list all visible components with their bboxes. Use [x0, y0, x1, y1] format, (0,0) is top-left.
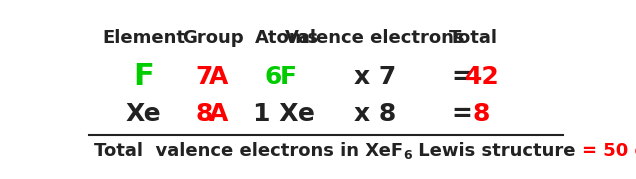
Text: Xe: Xe: [126, 102, 162, 126]
Text: Total  valence electrons in XeF: Total valence electrons in XeF: [94, 142, 403, 160]
Text: Total: Total: [449, 29, 499, 47]
Text: Group: Group: [182, 29, 244, 47]
Text: x 7: x 7: [354, 65, 396, 89]
Text: 6: 6: [403, 149, 412, 162]
Text: A: A: [209, 102, 229, 126]
Text: F: F: [133, 62, 154, 91]
Text: =: =: [451, 102, 472, 126]
Text: =: =: [451, 65, 472, 89]
Text: = 50 electrons: = 50 electrons: [582, 142, 636, 160]
Text: Lewis structure: Lewis structure: [412, 142, 582, 160]
Text: 1 Xe: 1 Xe: [253, 102, 315, 126]
Text: x 8: x 8: [354, 102, 396, 126]
Text: 7: 7: [195, 65, 212, 89]
Text: 42: 42: [466, 65, 500, 89]
Text: 6: 6: [265, 65, 282, 89]
Text: F: F: [279, 65, 296, 89]
Text: A: A: [209, 65, 229, 89]
Text: Element: Element: [102, 29, 185, 47]
Text: 8: 8: [195, 102, 212, 126]
Text: 8: 8: [473, 102, 490, 126]
Text: Atoms: Atoms: [254, 29, 319, 47]
Text: Valence electrons: Valence electrons: [286, 29, 465, 47]
